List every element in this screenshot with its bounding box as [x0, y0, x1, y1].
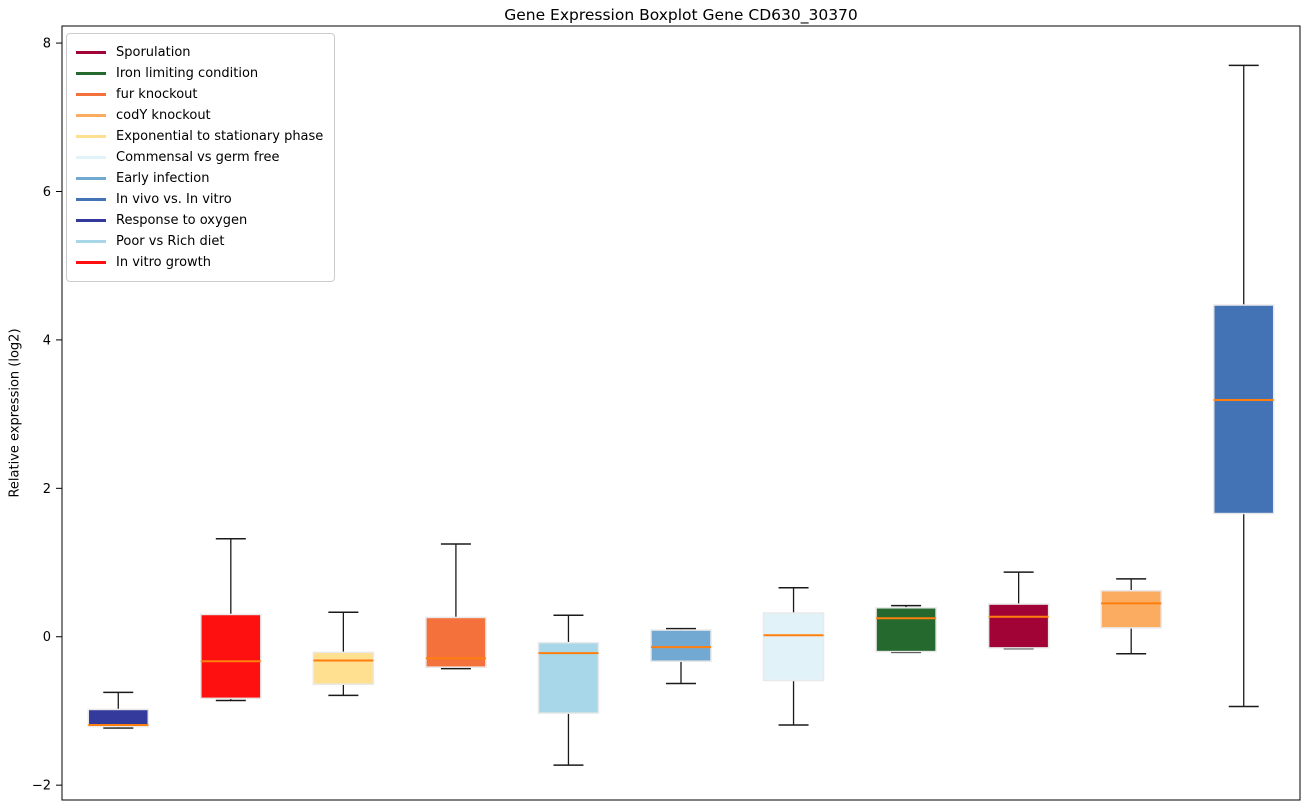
box-group-commensal-vs-germ-free — [762, 587, 825, 726]
legend-item-label: Poor vs Rich diet — [116, 234, 225, 249]
legend-item: Response to oxygen — [76, 210, 323, 231]
y-tick-label: −2 — [32, 779, 51, 794]
box-group-in-vitro-growth — [200, 538, 262, 702]
y-tick-label: 2 — [43, 482, 51, 497]
box-group-poor-vs-rich-diet — [537, 614, 600, 766]
iqr-box — [312, 651, 375, 685]
y-tick-label: 0 — [43, 630, 51, 645]
box-group-fur-knockout — [425, 543, 487, 670]
legend-item: Sporulation — [76, 42, 323, 63]
legend-item-label: Response to oxygen — [116, 213, 248, 228]
y-tick-label: 6 — [43, 185, 51, 200]
legend-swatch — [76, 93, 106, 96]
legend-swatch — [76, 114, 106, 117]
legend-item: In vivo vs. In vitro — [76, 189, 323, 210]
iqr-box — [1100, 589, 1162, 629]
legend-item-label: codY knockout — [116, 108, 211, 123]
legend-item: Exponential to stationary phase — [76, 126, 323, 147]
box-group-in-vivo-vs-in-vitro — [1212, 64, 1275, 708]
legend-item-label: In vitro growth — [116, 255, 211, 270]
y-tick-label: 4 — [43, 333, 51, 348]
box-group-sporulation — [987, 571, 1050, 650]
legend-item: In vitro growth — [76, 252, 323, 273]
legend-item-label: In vivo vs. In vitro — [116, 192, 232, 207]
iqr-box — [875, 607, 937, 653]
legend-item-label: Iron limiting condition — [116, 66, 259, 81]
box-group-iron-limiting-condition — [875, 604, 937, 654]
legend-swatch — [76, 240, 106, 243]
legend-item-label: Sporulation — [116, 45, 191, 60]
legend-swatch — [76, 198, 106, 201]
iqr-box — [987, 603, 1050, 649]
legend: Sporulation Iron limiting condition fur kn… — [66, 33, 336, 282]
iqr-box — [1212, 304, 1275, 515]
box-group-early-infection — [650, 627, 712, 685]
iqr-box — [200, 613, 262, 700]
iqr-box — [650, 629, 712, 662]
iqr-box — [87, 708, 150, 728]
legend-swatch — [76, 135, 106, 138]
legend-item: Early infection — [76, 168, 323, 189]
chart-title: Gene Expression Boxplot Gene CD630_30370 — [504, 6, 858, 24]
box-group-exponential-to-stationary-phase — [312, 611, 375, 697]
legend-swatch — [76, 51, 106, 54]
legend-item: Poor vs Rich diet — [76, 231, 323, 252]
legend-swatch — [76, 156, 106, 159]
axes-frame — [61, 25, 1301, 801]
legend-swatch — [76, 177, 106, 180]
iqr-box — [762, 612, 825, 682]
legend-swatch — [76, 72, 106, 75]
box-group-cody-knockout — [1100, 578, 1162, 655]
legend-swatch — [76, 219, 106, 222]
iqr-box — [425, 616, 487, 668]
legend-item-label: fur knockout — [116, 87, 198, 102]
legend-item: Iron limiting condition — [76, 63, 323, 84]
legend-item: Commensal vs germ free — [76, 147, 323, 168]
legend-item-label: Commensal vs germ free — [116, 150, 280, 165]
legend-swatch — [76, 261, 106, 264]
legend-item: fur knockout — [76, 84, 323, 105]
legend-item: codY knockout — [76, 105, 323, 126]
box-group-response-to-oxygen — [87, 691, 150, 729]
legend-item-label: Early infection — [116, 171, 210, 186]
iqr-box — [537, 641, 600, 714]
y-tick-label: 8 — [43, 37, 51, 52]
legend-item-label: Exponential to stationary phase — [116, 129, 324, 144]
